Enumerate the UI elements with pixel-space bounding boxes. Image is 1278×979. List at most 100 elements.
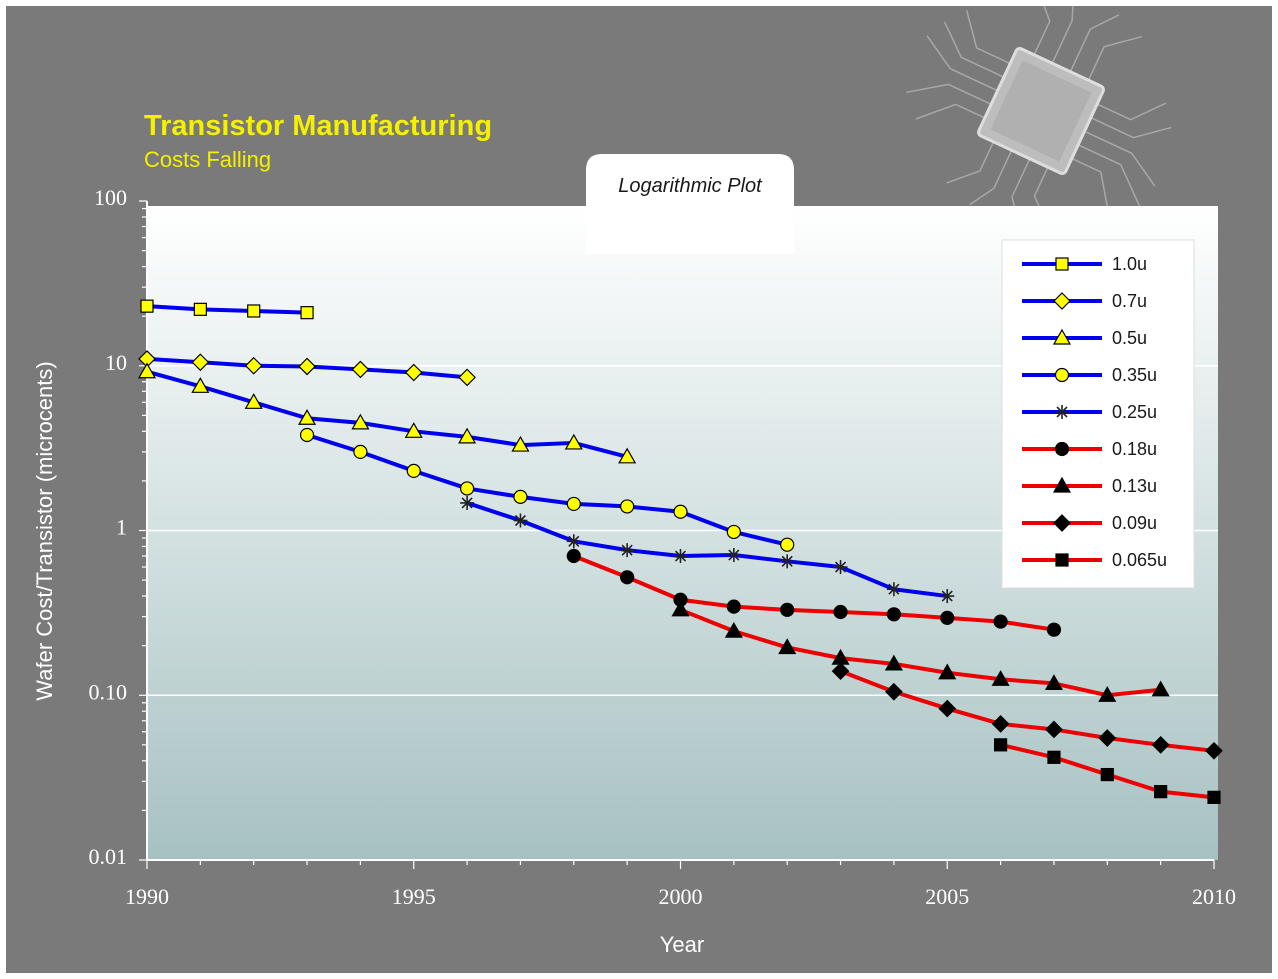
legend-entry: 0.13u — [1022, 476, 1157, 496]
slide: Logarithmic Plot 100 10 1 0.10 0.01 1990 1995 2… — [6, 6, 1272, 973]
data-point-marker — [566, 548, 581, 564]
data-point-marker — [991, 670, 1010, 686]
data-point-marker — [618, 447, 637, 464]
legend-label: 0.5u — [1112, 328, 1147, 348]
series-line — [306, 433, 788, 547]
data-point-marker — [724, 621, 743, 638]
x-tick-label: 2005 — [925, 884, 969, 909]
data-point-marker — [726, 599, 741, 614]
data-point-marker — [1154, 785, 1168, 799]
series-line — [573, 554, 1055, 632]
data-point-marker — [831, 662, 850, 681]
series-line — [466, 501, 948, 599]
legend-entry: 1.0u — [1022, 254, 1147, 274]
data-point-marker — [193, 302, 207, 316]
data-point-marker — [404, 363, 423, 382]
data-point-marker — [1151, 735, 1170, 754]
data-point-marker — [1098, 686, 1117, 702]
legend-entry: 0.065u — [1022, 550, 1167, 570]
line-chart: Logarithmic Plot 100 10 1 0.10 0.01 1990 1995 2… — [32, 6, 1236, 957]
data-point-marker — [566, 534, 581, 549]
legend-entry: 0.35u — [1022, 365, 1157, 385]
data-point-marker — [1207, 790, 1221, 804]
data-point-marker — [458, 368, 476, 387]
data-point-marker — [566, 496, 581, 512]
series-line — [146, 369, 628, 459]
data-point-marker — [406, 463, 421, 479]
data-point-marker — [1053, 514, 1071, 532]
data-point-marker — [620, 570, 635, 585]
legend-label: 0.7u — [1112, 291, 1147, 311]
data-point-marker — [726, 548, 741, 563]
data-point-marker — [1055, 257, 1069, 271]
data-point-marker — [298, 357, 316, 376]
data-point-marker — [404, 422, 423, 438]
legend-label: 0.35u — [1112, 365, 1157, 385]
x-axis-label: Year — [660, 932, 704, 957]
data-point-marker — [673, 549, 688, 564]
data-point-marker — [513, 513, 528, 528]
data-point-marker — [1205, 741, 1223, 760]
data-point-marker — [351, 360, 370, 379]
data-point-marker — [1100, 767, 1114, 782]
data-point-marker — [884, 654, 903, 671]
series-0.065u — [993, 738, 1221, 804]
legend-entry: 0.09u — [1022, 513, 1157, 533]
series-0.09u — [831, 662, 1223, 760]
series-0.13u — [671, 600, 1170, 702]
data-point-marker — [886, 607, 902, 622]
data-point-marker — [833, 560, 848, 575]
legend-entry: 0.7u — [1022, 291, 1147, 311]
data-point-marker — [140, 299, 154, 313]
data-point-marker — [780, 554, 795, 569]
series-0.35u — [299, 427, 795, 552]
data-point-marker — [1098, 729, 1117, 747]
data-point-marker — [1044, 674, 1063, 691]
series-line — [146, 304, 308, 315]
y-tick-label: 100 — [94, 185, 127, 210]
data-point-marker — [1054, 441, 1070, 457]
annotation-label: Logarithmic Plot — [618, 175, 763, 197]
data-point-marker — [1053, 292, 1071, 310]
data-point-marker — [351, 413, 370, 430]
data-point-marker — [886, 582, 901, 597]
data-point-marker — [1045, 720, 1063, 739]
data-point-marker — [940, 589, 955, 604]
data-point-marker — [1046, 622, 1062, 637]
data-point-marker — [300, 306, 314, 320]
x-tick-label: 1990 — [125, 884, 169, 909]
annotation-tab: Logarithmic Plot — [586, 154, 794, 254]
microchip-icon — [906, 6, 1172, 232]
data-point-marker — [726, 524, 741, 540]
series-line — [679, 607, 1161, 698]
data-point-marker — [191, 377, 210, 393]
y-axis-label: Wafer Cost/Transistor (microcents) — [32, 361, 57, 700]
data-point-marker — [244, 393, 263, 409]
data-point-marker — [247, 304, 261, 318]
data-point-marker — [137, 362, 157, 379]
y-tick-label: 0.10 — [89, 679, 128, 704]
data-point-marker — [1055, 405, 1069, 419]
data-point-marker — [833, 604, 848, 620]
series-line — [839, 669, 1215, 753]
data-point-marker — [513, 489, 528, 504]
series-0.7u — [138, 350, 476, 387]
y-tick-label: 1 — [116, 515, 127, 540]
data-point-marker — [885, 682, 903, 701]
data-point-marker — [991, 715, 1010, 733]
data-point-marker — [778, 638, 797, 655]
series-0.25u — [460, 495, 955, 604]
data-point-marker — [673, 504, 688, 519]
legend-label: 0.18u — [1112, 439, 1157, 459]
x-tick-label: 2010 — [1192, 884, 1236, 909]
data-point-marker — [191, 353, 210, 372]
series-0.5u — [137, 362, 637, 464]
y-tick-label: 10 — [105, 350, 127, 375]
data-point-marker — [1055, 553, 1069, 567]
data-point-marker — [938, 699, 957, 718]
data-point-marker — [299, 427, 315, 443]
data-point-marker — [940, 610, 955, 625]
legend-label: 0.25u — [1112, 402, 1157, 422]
data-point-marker — [458, 427, 477, 444]
data-point-marker — [460, 495, 475, 510]
